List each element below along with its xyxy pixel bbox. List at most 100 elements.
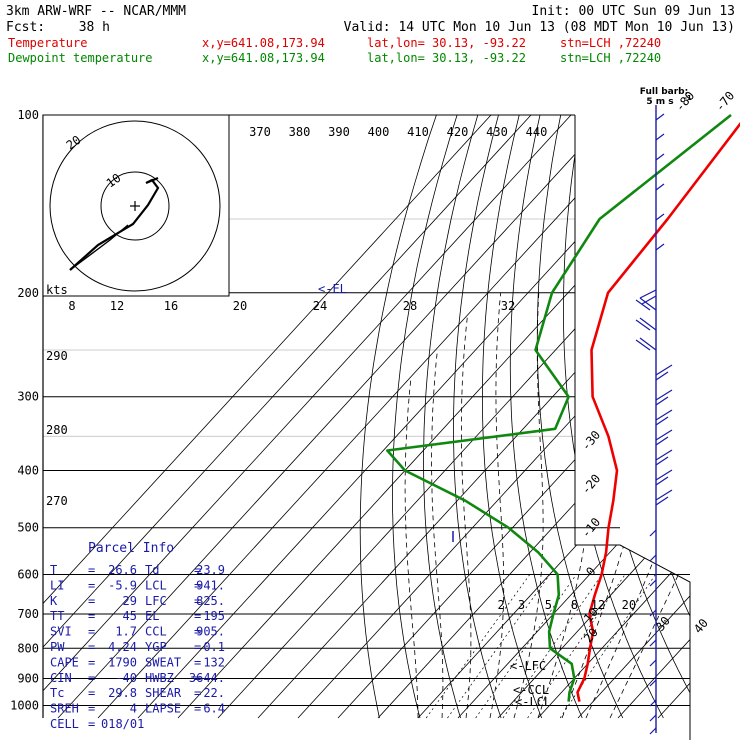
- parcel-equals: =: [194, 563, 201, 577]
- wind-barb: [655, 213, 665, 221]
- parcel-equals: =: [88, 655, 95, 669]
- parcel-equals: =: [88, 686, 95, 700]
- hodograph-trace: [69, 176, 160, 271]
- barb-flag: [639, 289, 657, 299]
- isotherm-line: [257, 115, 690, 719]
- isotherm-tick-label: 40: [691, 616, 711, 636]
- parcel-equals: =: [88, 594, 95, 608]
- parcel-index-value: 26.6: [108, 563, 137, 577]
- barb-flag: [641, 295, 657, 305]
- isotherm-tick-label: -20: [579, 471, 604, 497]
- barb-legend: Full barb: 5 m s -1: [640, 87, 692, 107]
- wind-barb: [649, 579, 657, 587]
- pressure-tick-label: 400: [17, 464, 39, 478]
- parcel-info-row: T = 26.6 Td =23.9: [50, 563, 225, 577]
- moist-adiabat-line: [461, 317, 472, 719]
- wind-barb: [649, 699, 657, 707]
- dry-adiabat-line: [705, 115, 740, 718]
- parcel-index-name: CCL: [145, 625, 167, 639]
- isotherm-tick-label: -30: [579, 428, 604, 454]
- lcl-marker-label: <-LCL: [515, 695, 551, 709]
- theta-tick-label: 390: [328, 125, 350, 139]
- wind-barb: [649, 639, 657, 647]
- parcel-info-panel: Parcel Info T = 26.6 Td =23.9LI = -5.9 LCL =941.…: [50, 541, 225, 731]
- barb-flag: [655, 429, 673, 441]
- wind-barb: [639, 289, 657, 305]
- mixing-ratio-label: 8: [571, 598, 578, 612]
- barb-flag: [649, 609, 657, 617]
- parcel-index-value: 6.4: [203, 702, 225, 716]
- barb-legend-title: Full barb:: [640, 87, 688, 97]
- hodograph-ring-large: [49, 120, 221, 292]
- barb-flag: [655, 496, 669, 506]
- dewpoint-profile-line: [386, 113, 732, 702]
- parcel-index-name: T: [50, 563, 57, 577]
- figure-header: 3km ARW-WRF -- NCAR/MMM Init: 00 UTC Sun…: [6, 4, 735, 65]
- barb-legend-exponent: -1: [684, 94, 692, 102]
- barb-flag: [649, 529, 657, 537]
- parcel-index-value: 132: [203, 655, 225, 669]
- isotherm-line: [43, 115, 532, 719]
- isotherm-line: [577, 115, 690, 719]
- hodograph-units: kts: [46, 283, 68, 297]
- parcel-equals: =: [88, 578, 95, 592]
- parcel-index-name: CAPE: [50, 655, 79, 669]
- theta-tick-label: 280: [46, 423, 68, 437]
- header-row: Dewpoint temperature x,y=641.08,173.94 lat…: [8, 51, 661, 65]
- barb-flag: [649, 714, 657, 722]
- barb-flag: [649, 659, 657, 667]
- moist-adiabat-line: [431, 349, 444, 719]
- pressure-tick-label: 300: [17, 390, 39, 404]
- dry-adiabat-line: [453, 115, 502, 719]
- parcel-index-value: 905.: [196, 625, 225, 639]
- barb-flag: [635, 339, 651, 351]
- barb-flag: [655, 389, 673, 401]
- sounding-curves: [386, 113, 740, 702]
- barb-flag: [655, 396, 669, 406]
- barb-flag: [655, 183, 665, 191]
- theta-tick-label: 370: [249, 125, 271, 139]
- header-variable-name: Temperature: [8, 36, 87, 50]
- parcel-equals: =: [88, 702, 95, 716]
- wind-barb: [655, 389, 673, 406]
- parcel-index-value: 3644.: [189, 671, 225, 685]
- hodograph-speed-label: 28: [403, 299, 417, 313]
- dry-adiabat-line: [588, 115, 690, 719]
- pressure-tick-label: 200: [17, 286, 39, 300]
- header-grid-xy: x,y=641.08,173.94: [202, 36, 325, 50]
- hodograph-ring-label: 10: [104, 171, 124, 191]
- barb-flag: [655, 436, 669, 446]
- barb-flag: [649, 727, 657, 735]
- wind-barb: [649, 609, 657, 617]
- parcel-index-name: SHEAR: [145, 686, 182, 700]
- wind-barb: [635, 337, 657, 351]
- mixing-ratio-label: 5: [545, 598, 552, 612]
- barb-flag: [655, 113, 665, 121]
- theta-tick-label: 380: [289, 125, 311, 139]
- parcel-index-name: YGP: [145, 640, 167, 654]
- pressure-tick-label: 1000: [10, 698, 39, 712]
- moist-adiabat-line: [404, 378, 419, 718]
- theta-tick-label: 420: [447, 125, 469, 139]
- parcel-index-value: 1790: [108, 655, 137, 669]
- parcel-info-title: Parcel Info: [88, 541, 174, 556]
- parcel-info-row: SREH = 4 LAPSE = 6.4: [50, 702, 225, 716]
- parcel-index-name: LI: [50, 578, 64, 592]
- dry-adiabat-line: [392, 115, 458, 719]
- parcel-info-row: SVI = 1.7 CCL =905.: [50, 625, 225, 639]
- barb-flag: [649, 699, 657, 707]
- parcel-equals: =: [194, 671, 201, 685]
- header-grid-xy: x,y=641.08,173.94: [202, 51, 325, 65]
- parcel-index-value: 29.8: [108, 686, 137, 700]
- parcel-index-value: 22.: [203, 686, 225, 700]
- forecast-label: Fcst:: [6, 20, 45, 35]
- parcel-info-row: CIN = -40 HWBZ =3644.: [50, 671, 225, 685]
- wind-barb: [655, 429, 673, 446]
- ccl-marker-label: <-CCL: [513, 683, 549, 697]
- parcel-equals: =: [88, 563, 95, 577]
- wind-barb: [649, 554, 657, 562]
- wind-barb: [655, 133, 665, 141]
- parcel-index-name: TT: [50, 609, 64, 623]
- parcel-index-value: 29: [123, 594, 137, 608]
- wind-barb: [655, 243, 665, 251]
